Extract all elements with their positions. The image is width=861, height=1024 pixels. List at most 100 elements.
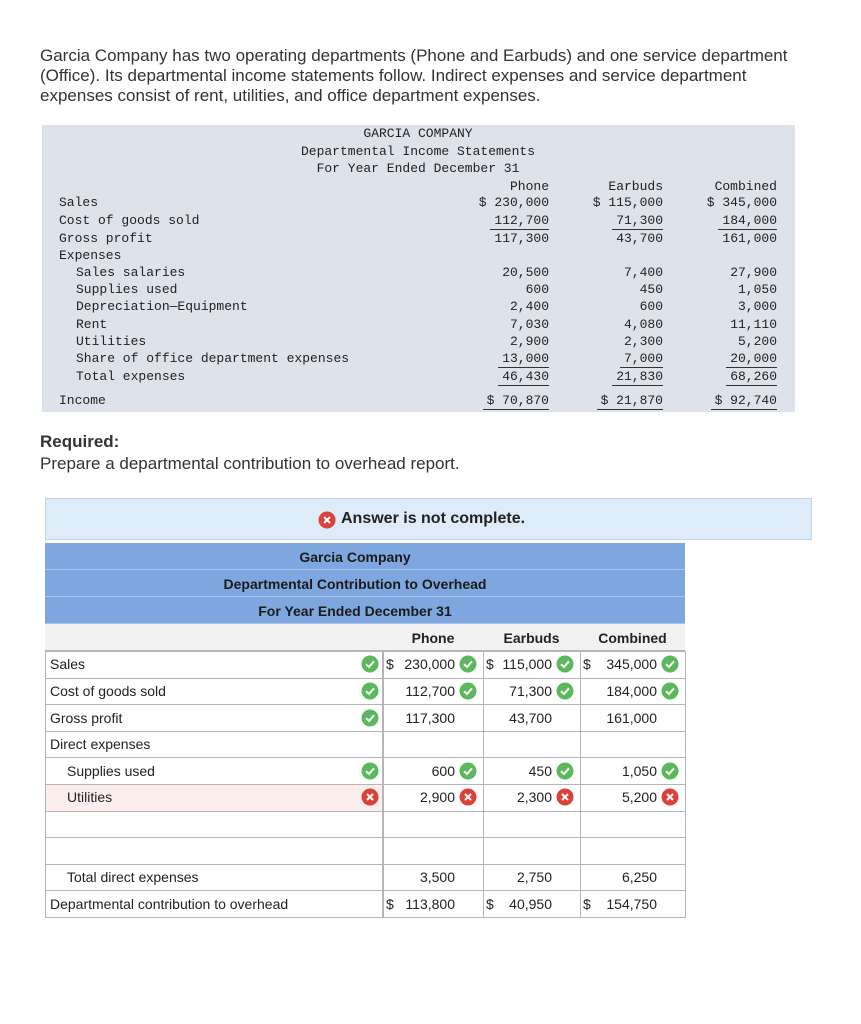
row-label: Direct expenses: [50, 736, 151, 753]
statement-value: 600: [639, 299, 663, 314]
statement-value: 71,300: [612, 213, 663, 230]
statement-value: $ 70,870: [482, 393, 549, 410]
statement-row-label: Share of office department expenses: [76, 351, 350, 366]
intro-text: (Office). Its departmental income statem…: [40, 66, 747, 85]
row-label: Departmental contribution to overhead: [50, 895, 289, 912]
label-cell: [45, 757, 383, 785]
cell-value: 115,000: [502, 656, 552, 673]
cell-value: 71,300: [509, 682, 552, 699]
statement-value: 4,080: [623, 317, 663, 332]
statement-value: 43,700: [616, 231, 663, 246]
statement-value: 13,000: [498, 351, 549, 368]
cell-value: 6,250: [621, 869, 657, 886]
statement-value: 2,400: [509, 299, 549, 314]
currency-symbol: $: [583, 895, 591, 912]
cell-value: 2,300: [516, 789, 552, 806]
statement-value: 46,430: [498, 369, 549, 386]
input-cell: [483, 704, 581, 732]
report-title: Departmental Contribution to Overhead: [223, 576, 487, 592]
statement-value: $ 115,000: [592, 195, 663, 210]
input-cell: [580, 890, 686, 918]
row-label: Total direct expenses: [67, 869, 199, 886]
statement-row-label: Gross profit: [59, 231, 153, 246]
cell-value: 43,700: [509, 709, 552, 726]
statement-value: 184,000: [718, 213, 777, 230]
column-header: Combined: [598, 630, 667, 646]
statement-row-label: Utilities: [76, 334, 147, 349]
correct-icon: [459, 762, 477, 780]
input-cell: [483, 651, 581, 679]
incorrect-icon: [361, 788, 379, 806]
statement-row-label: Sales salaries: [76, 265, 186, 280]
statement-row-label: Income: [59, 393, 106, 408]
intro-text: Garcia Company has two operating departm…: [40, 46, 788, 65]
statement-value: 20,000: [726, 351, 777, 368]
input-cell: [580, 837, 686, 865]
label-cell: [45, 837, 383, 865]
report-title-row: [45, 543, 685, 570]
statement-title: For Year Ended December 31: [316, 161, 520, 176]
input-cell: [483, 730, 581, 759]
cell-value: 40,950: [509, 895, 552, 912]
input-cell: [580, 730, 686, 759]
correct-icon: [661, 682, 679, 700]
statement-column-header: Phone: [509, 179, 549, 194]
answer-banner: [45, 498, 812, 540]
statement-value: 117,300: [494, 231, 549, 246]
currency-symbol: $: [386, 895, 394, 912]
correct-icon: [361, 762, 379, 780]
statement-value: 11,110: [730, 317, 777, 332]
cell-value: 3,500: [419, 869, 455, 886]
cell-value: 184,000: [606, 682, 657, 699]
statement-value: 112,700: [490, 213, 549, 230]
row-label: Utilities: [67, 789, 113, 806]
statement-value: 20,500: [502, 265, 549, 280]
statement-title: Departmental Income Statements: [300, 143, 536, 159]
statement-column-header: Earbuds: [608, 179, 663, 194]
correct-icon: [361, 709, 379, 726]
column-header: Earbuds: [503, 630, 560, 646]
statement-value: 450: [639, 282, 663, 297]
row-label: Cost of goods sold: [50, 682, 166, 699]
statement-value: 27,900: [730, 265, 777, 280]
statement-value: 1,050: [737, 282, 777, 297]
statement-background: [42, 125, 795, 412]
input-cell: [383, 890, 484, 918]
correct-icon: [556, 762, 574, 780]
statement-value: 161,000: [722, 231, 777, 246]
statement-value: 7,400: [623, 265, 663, 280]
incorrect-icon: [556, 788, 574, 806]
header-row: [45, 624, 685, 651]
statement-row-label: Sales: [59, 195, 99, 210]
statement-value: 7,030: [509, 317, 549, 332]
correct-icon: [556, 682, 574, 700]
statement-value: $ 345,000: [706, 195, 777, 210]
cell-value: 161,000: [606, 709, 657, 726]
statement-value: $ 21,870: [596, 393, 663, 410]
statement-value: 600: [525, 282, 549, 297]
correct-icon: [459, 655, 477, 673]
statement-value: $ 92,740: [710, 393, 777, 410]
label-cell: [45, 730, 383, 759]
incorrect-icon: [318, 511, 336, 529]
input-cell: [383, 730, 484, 759]
intro-text: expenses consist of rent, utilities, and…: [40, 86, 541, 105]
input-cell: [383, 863, 484, 892]
report-title: For Year Ended December 31: [258, 603, 452, 619]
incorrect-icon: [459, 788, 477, 806]
statement-row-label: Total expenses: [76, 369, 186, 384]
row-label: Sales: [50, 656, 86, 673]
cell-value: 230,000: [404, 656, 455, 673]
cell-value: 600: [431, 762, 455, 779]
statement-column-header: Combined: [714, 179, 777, 194]
correct-icon: [661, 762, 679, 780]
column-header: Phone: [411, 630, 455, 646]
cell-value: 117,300: [405, 709, 455, 726]
required-heading: Required:: [40, 432, 120, 451]
input-cell: [483, 810, 581, 839]
statement-value: 2,900: [509, 334, 549, 349]
incorrect-icon: [661, 788, 679, 806]
statement-value: 3,000: [737, 299, 777, 314]
required-text: Prepare a departmental contribution to o…: [40, 454, 460, 473]
currency-symbol: $: [486, 656, 494, 673]
